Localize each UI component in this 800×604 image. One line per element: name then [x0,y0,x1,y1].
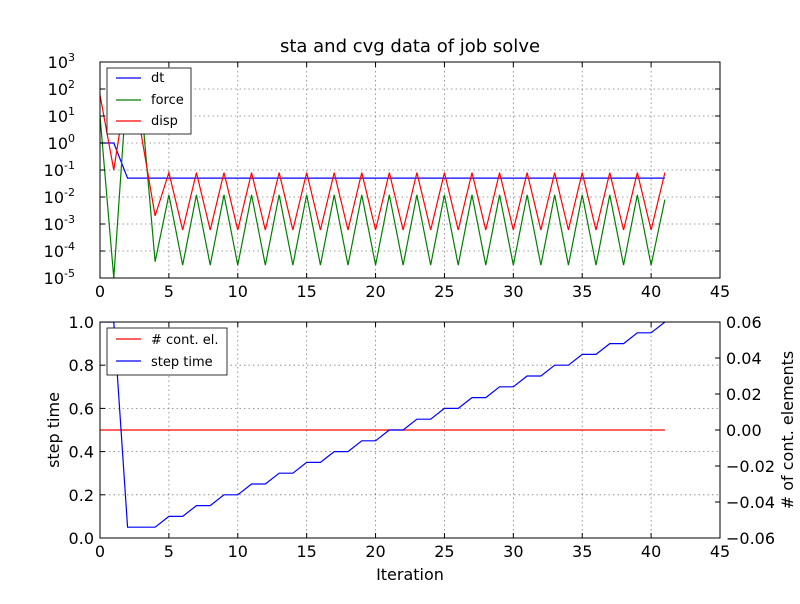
top-y-tick-label: 103 [48,51,75,72]
chart-title: sta and cvg data of job solve [280,36,540,57]
bottom-y-tick-label-right: 0.06 [726,313,762,332]
bottom-legend-box [106,327,228,376]
bottom-y-tick-label: 0.6 [69,399,94,418]
bottom-x-tick-label: 30 [503,542,523,561]
top-x-tick-label: 5 [164,282,174,301]
bottom-x-tick-label: 20 [365,542,385,561]
top-series-group [100,73,666,278]
bottom-y-tick-label: 0.4 [69,443,94,462]
top-y-tick-label: 10-5 [44,267,75,288]
bottom-y-tick-label-right: 0.04 [726,349,762,368]
top-x-tick-label: 35 [572,282,592,301]
top-y-tick-label: 10-2 [44,186,75,207]
top-x-tick-label: 20 [365,282,385,301]
x-axis-label: Iteration [376,565,444,584]
bottom-y-tick-label-right: −0.02 [726,457,775,476]
top-y-tick-label: 10-1 [44,159,75,180]
bottom-y-tick-label: 0.2 [69,486,94,505]
bottom-legend: # cont. el. step time [106,327,228,376]
series-line-step-time [100,322,666,528]
bottom-y-tick-label-right: 0.02 [726,385,762,404]
top-y-tick-label: 10-3 [44,213,75,234]
legend-label-step-time: step time [151,355,213,370]
bottom-x-tick-label: 40 [641,542,661,561]
bottom-x-tick-label: 0 [95,542,105,561]
top-legend: dt force disp [106,67,192,135]
legend-label-disp: disp [151,114,178,129]
top-legend-box [106,67,192,135]
bottom-x-tick-label: 25 [434,542,454,561]
bottom-series-group [100,322,666,528]
top-x-tick-label: 0 [95,282,105,301]
top-y-tick-label: 102 [48,78,75,99]
top-y-tick-label: 10-4 [44,240,75,261]
top-x-tick-label: 45 [710,282,730,301]
bottom-y-tick-label: 0.8 [69,356,94,375]
bottom-x-tick-label: 10 [228,542,248,561]
bottom-y-tick-label: 1.0 [69,313,94,332]
legend-label-cont-el: # cont. el. [151,333,218,348]
top-x-tick-label: 40 [641,282,661,301]
bottom-x-tick-label: 35 [572,542,592,561]
bottom-y-tick-label: 0.0 [69,529,94,548]
series-line-disp [100,80,666,231]
top-x-tick-label: 10 [228,282,248,301]
bottom-y-tick-label-right: −0.06 [726,529,775,548]
top-y-tick-label: 101 [48,105,75,126]
top-x-tick-label: 30 [503,282,523,301]
bottom-x-tick-label: 5 [164,542,174,561]
top-x-ticks: 0 5 10 15 20 25 30 35 40 45 [95,62,730,301]
top-x-tick-label: 25 [434,282,454,301]
series-line-force [100,73,666,278]
legend-label-force: force [151,93,184,108]
top-y-tick-label: 100 [48,132,75,153]
top-y-ticks: 10-5 10-4 10-3 10-2 10-1 100 101 102 103 [44,51,720,288]
bottom-y-tick-label-right: 0.00 [726,421,762,440]
bottom-x-ticks: 0 5 10 15 20 25 30 35 40 45 [95,322,730,561]
bottom-y-ticks-left: 0.0 0.2 0.4 0.6 0.8 1.0 [69,313,105,548]
bottom-y-ticks-right: −0.06 −0.04 −0.02 0.00 0.02 0.04 0.06 [715,313,775,548]
bottom-x-tick-label: 15 [296,542,316,561]
legend-label-dt: dt [151,71,164,86]
bottom-y-tick-label-right: −0.04 [726,493,775,512]
top-x-tick-label: 15 [296,282,316,301]
y-axis-label-right: # of cont. elements [778,351,797,509]
bottom-x-tick-label: 45 [710,542,730,561]
y-axis-label-left: step time [44,392,63,468]
